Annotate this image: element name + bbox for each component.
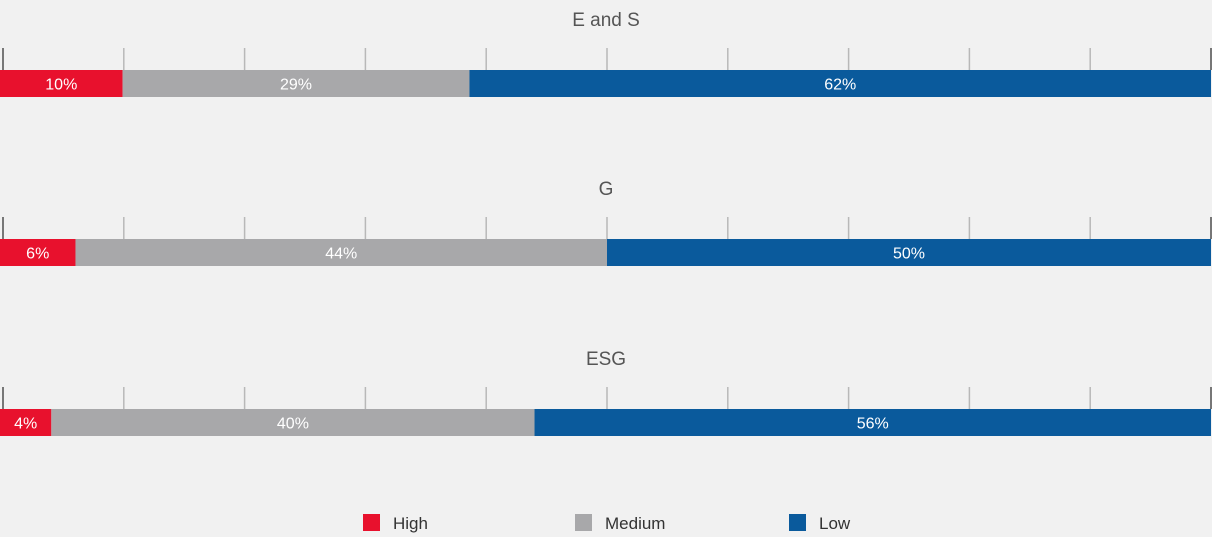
legend-swatch-medium <box>575 514 592 531</box>
legend-swatch-low <box>789 514 806 531</box>
bar-low-g <box>607 239 1211 266</box>
bar-high-esg <box>0 409 52 436</box>
data-label: 56% <box>857 416 889 433</box>
panel-title-esg: ESG <box>586 349 626 370</box>
data-label: 62% <box>824 77 856 94</box>
bar-low-e-and-s <box>469 70 1211 97</box>
legend-label-high: High <box>393 514 428 533</box>
panel-title-e-and-s: E and S <box>572 10 640 31</box>
bar-medium-esg <box>51 409 535 436</box>
data-label: 50% <box>893 246 925 263</box>
legend-label-medium: Medium <box>605 514 665 533</box>
bar-medium-g <box>75 239 608 266</box>
bar-low-esg <box>534 409 1211 436</box>
data-label: 6% <box>26 246 49 263</box>
data-label: 44% <box>325 246 357 263</box>
data-label: 10% <box>45 77 77 94</box>
data-label: 29% <box>280 77 312 94</box>
legend-label-low: Low <box>819 514 851 533</box>
data-label: 40% <box>277 416 309 433</box>
bar-high-g <box>0 239 76 266</box>
bar-medium-e-and-s <box>122 70 470 97</box>
data-label: 4% <box>14 416 37 433</box>
bar-high-e-and-s <box>0 70 123 97</box>
legend-swatch-high <box>363 514 380 531</box>
panel-title-g: G <box>599 179 614 200</box>
